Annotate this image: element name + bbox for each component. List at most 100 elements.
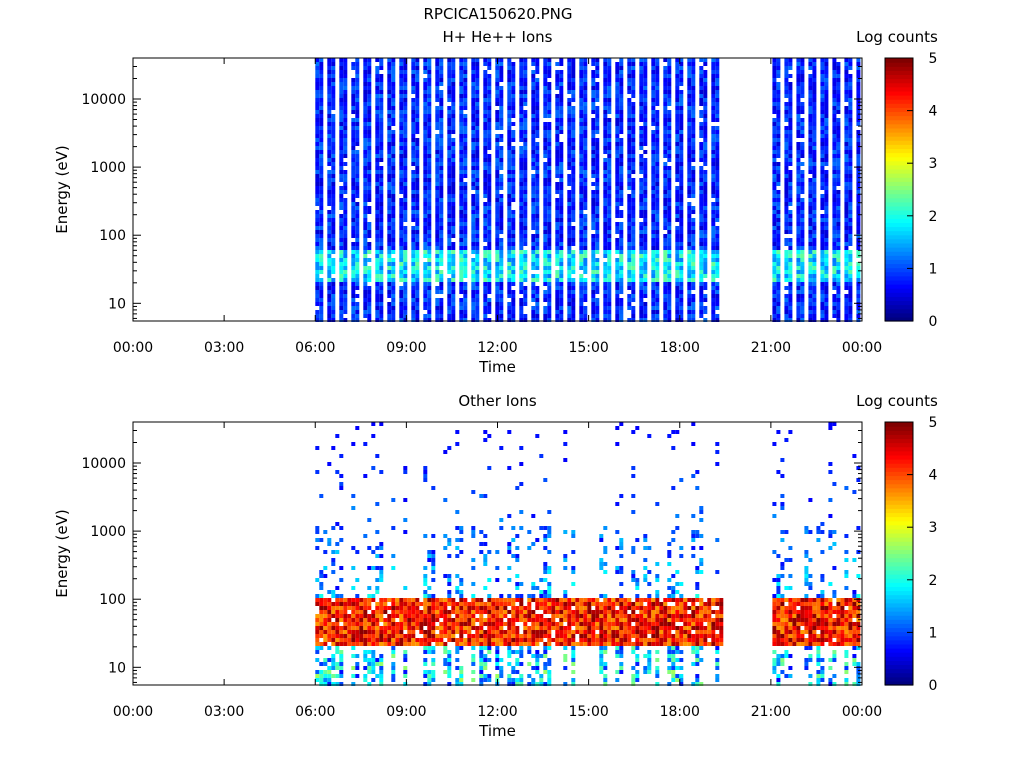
spectrogram-cell bbox=[776, 102, 781, 106]
spectrogram-cell bbox=[776, 198, 781, 202]
spectrogram-cell bbox=[559, 230, 564, 234]
spectrogram-cell bbox=[607, 266, 612, 270]
spectrogram-cell bbox=[820, 134, 825, 138]
spectrogram-cell bbox=[507, 314, 512, 318]
spectrogram-cell bbox=[355, 134, 360, 138]
spectrogram-cell bbox=[631, 246, 636, 250]
spectrogram-cell bbox=[315, 170, 320, 174]
spectrogram-cell bbox=[555, 62, 560, 66]
spectrogram-cell bbox=[603, 286, 608, 290]
spectrogram-cell bbox=[651, 210, 656, 214]
spectrogram-cell bbox=[391, 202, 396, 206]
spectrogram-cell bbox=[423, 134, 428, 138]
spectrogram-cell bbox=[800, 90, 805, 94]
spectrogram-cell bbox=[619, 302, 624, 306]
spectrogram-cell bbox=[363, 298, 368, 302]
spectrogram-cell bbox=[776, 270, 781, 274]
spectrogram-cell bbox=[391, 166, 396, 170]
spectrogram-cell bbox=[615, 258, 620, 262]
spectrogram-cell bbox=[711, 278, 716, 282]
spectrogram-cell bbox=[391, 174, 396, 178]
spectrogram-cell bbox=[651, 78, 656, 82]
spectrogram-cell bbox=[351, 250, 356, 254]
spectrogram-cell bbox=[315, 162, 320, 166]
spectrogram-cell bbox=[543, 74, 548, 78]
spectrogram-cell bbox=[675, 226, 680, 230]
spectrogram-cell bbox=[499, 210, 504, 214]
spectrogram-cell bbox=[812, 70, 817, 74]
spectrogram-cell bbox=[711, 150, 716, 154]
spectrogram-cell bbox=[399, 258, 404, 262]
spectrogram-cell bbox=[391, 66, 396, 70]
spectrogram-cell bbox=[463, 302, 468, 306]
spectrogram-cell bbox=[475, 234, 480, 238]
spectrogram-cell bbox=[447, 174, 452, 178]
spectrogram-cell bbox=[507, 234, 512, 238]
spectrogram-cell bbox=[351, 198, 356, 202]
spectrogram-cell bbox=[615, 66, 620, 70]
spectrogram-cell bbox=[379, 218, 384, 222]
spectrogram-cell bbox=[691, 130, 696, 134]
spectrogram-cell bbox=[411, 214, 416, 218]
spectrogram-cell bbox=[355, 270, 360, 274]
spectrogram-cell bbox=[631, 206, 636, 210]
spectrogram-cell bbox=[667, 230, 672, 234]
spectrogram-cell bbox=[511, 178, 516, 182]
spectrogram-cell bbox=[339, 130, 344, 134]
spectrogram-cell bbox=[543, 154, 548, 158]
spectrogram-cell bbox=[687, 110, 692, 114]
spectrogram-cell bbox=[687, 58, 692, 62]
spectrogram-cell bbox=[339, 218, 344, 222]
spectrogram-cell bbox=[555, 98, 560, 102]
spectrogram-cell bbox=[655, 182, 660, 186]
spectrogram-cell bbox=[820, 274, 825, 278]
spectrogram-cell bbox=[327, 118, 332, 122]
spectrogram-cell bbox=[327, 66, 332, 70]
spectrogram-cell bbox=[507, 306, 512, 310]
spectrogram-cell bbox=[667, 66, 672, 70]
spectrogram-cell bbox=[824, 154, 829, 158]
spectrogram-cell bbox=[595, 206, 600, 210]
spectrogram-cell bbox=[627, 270, 632, 274]
spectrogram-cell bbox=[391, 170, 396, 174]
spectrogram-cell bbox=[824, 86, 829, 90]
spectrogram-cell bbox=[820, 202, 825, 206]
spectrogram-cell bbox=[447, 234, 452, 238]
spectrogram-cell bbox=[579, 170, 584, 174]
spectrogram-cell bbox=[547, 318, 552, 322]
spectrogram-cell bbox=[639, 262, 644, 266]
spectrogram-cell bbox=[547, 314, 552, 318]
spectrogram-cell bbox=[319, 182, 324, 186]
spectrogram-cell bbox=[355, 286, 360, 290]
spectrogram-cell bbox=[435, 250, 440, 254]
spectrogram-cell bbox=[711, 166, 716, 170]
spectrogram-cell bbox=[315, 250, 320, 254]
spectrogram-cell bbox=[699, 254, 704, 258]
spectrogram-cell bbox=[483, 202, 488, 206]
spectrogram-cell bbox=[619, 166, 624, 170]
spectrogram-cell bbox=[379, 290, 384, 294]
spectrogram-cell bbox=[772, 286, 777, 290]
spectrogram-cell bbox=[651, 206, 656, 210]
spectrogram-cell bbox=[459, 198, 464, 202]
spectrogram-cell bbox=[379, 266, 384, 270]
spectrogram-cell bbox=[651, 278, 656, 282]
spectrogram-cell bbox=[675, 82, 680, 86]
spectrogram-cell bbox=[315, 222, 320, 226]
spectrogram-cell bbox=[663, 194, 668, 198]
spectrogram-cell bbox=[687, 202, 692, 206]
spectrogram-cell bbox=[796, 66, 801, 70]
spectrogram-cell bbox=[411, 282, 416, 286]
spectrogram-cell bbox=[487, 258, 492, 262]
spectrogram-cell bbox=[631, 278, 636, 282]
spectrogram-cell bbox=[583, 178, 588, 182]
spectrogram-cell bbox=[543, 314, 548, 318]
spectrogram-cell bbox=[543, 70, 548, 74]
spectrogram-cell bbox=[619, 138, 624, 142]
spectrogram-cell bbox=[495, 246, 500, 250]
spectrogram-cell bbox=[367, 162, 372, 166]
spectrogram-cell bbox=[784, 278, 789, 282]
spectrogram-cell bbox=[639, 82, 644, 86]
spectrogram-cell bbox=[447, 318, 452, 322]
spectrogram-cell bbox=[615, 306, 620, 310]
